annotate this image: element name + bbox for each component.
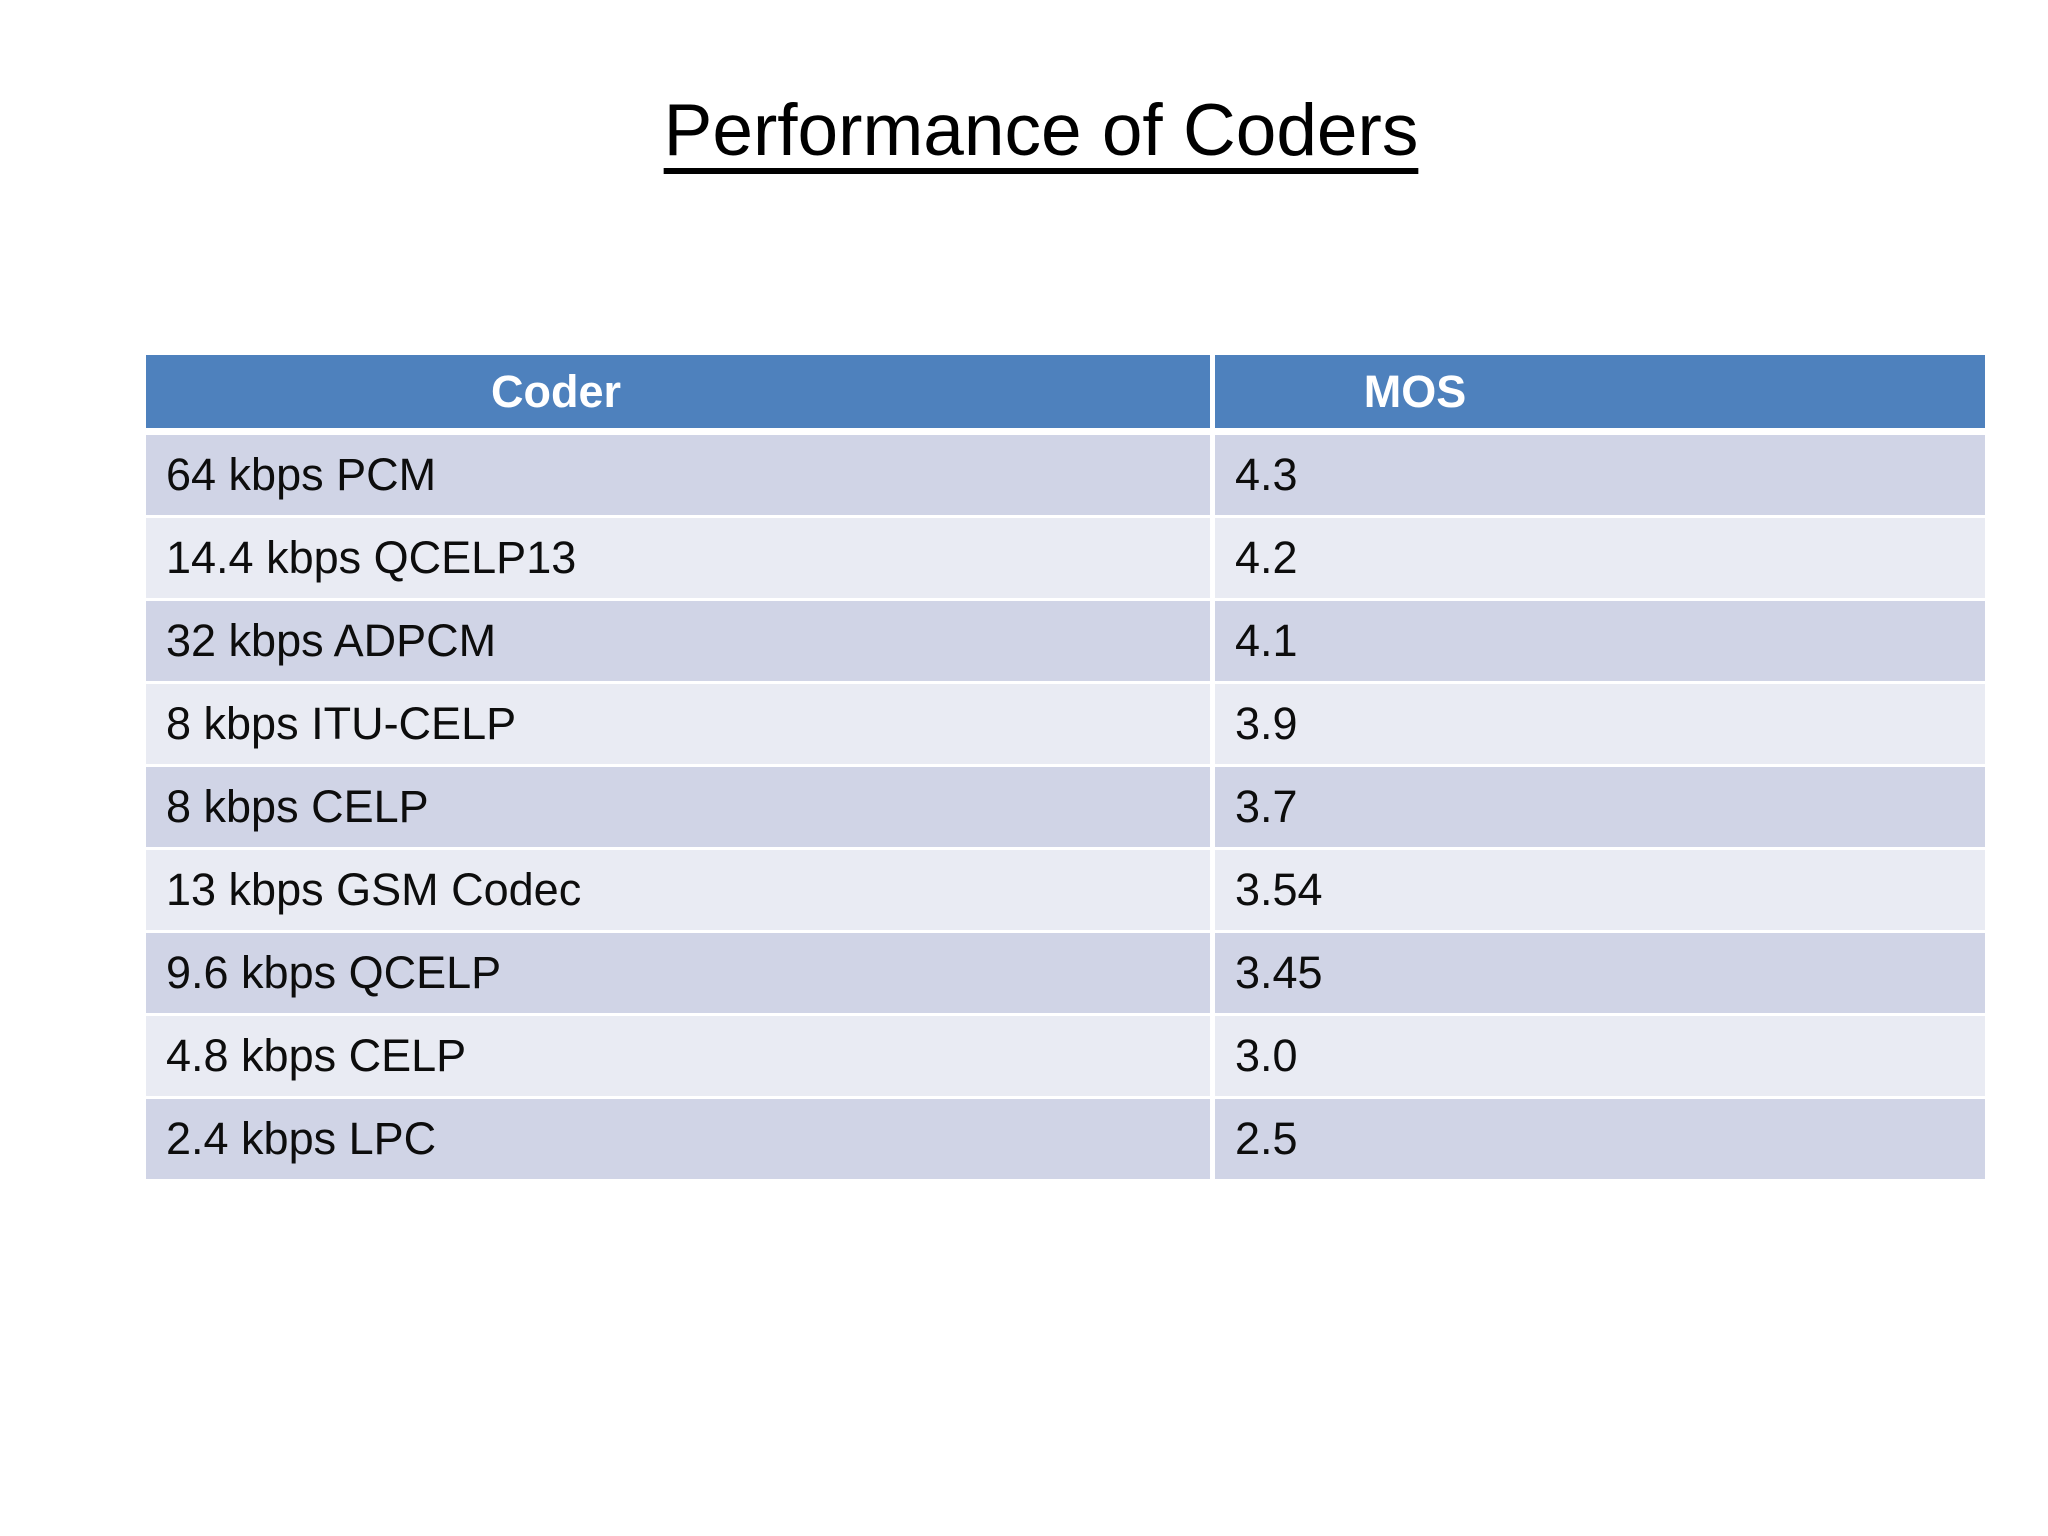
table-header-row: Coder MOS — [146, 355, 1985, 435]
table-row: 14.4 kbps QCELP13 4.2 — [146, 518, 1985, 601]
table-row: 32 kbps ADPCM 4.1 — [146, 601, 1985, 684]
mos-cell: 3.45 — [1210, 933, 1985, 1016]
mos-cell: 4.2 — [1210, 518, 1985, 601]
mos-cell: 2.5 — [1210, 1099, 1985, 1179]
mos-cell: 3.54 — [1210, 850, 1985, 933]
table-row: 8 kbps CELP 3.7 — [146, 767, 1985, 850]
coder-cell: 4.8 kbps CELP — [146, 1016, 1210, 1099]
table-row: 2.4 kbps LPC 2.5 — [146, 1099, 1985, 1179]
coder-column-header: Coder — [146, 355, 1210, 435]
mos-column-header: MOS — [1210, 355, 1985, 435]
page-title: Performance of Coders — [663, 90, 1419, 171]
coder-cell: 13 kbps GSM Codec — [146, 850, 1210, 933]
mos-cell: 3.7 — [1210, 767, 1985, 850]
mos-cell: 4.3 — [1210, 435, 1985, 518]
performance-table: Coder MOS 64 kbps PCM 4.3 14.4 kbps QCEL… — [146, 355, 1985, 1179]
coder-cell: 9.6 kbps QCELP — [146, 933, 1210, 1016]
coder-cell: 32 kbps ADPCM — [146, 601, 1210, 684]
table-row: 9.6 kbps QCELP 3.45 — [146, 933, 1985, 1016]
table-row: 4.8 kbps CELP 3.0 — [146, 1016, 1985, 1099]
table-row: 64 kbps PCM 4.3 — [146, 435, 1985, 518]
table-row: 13 kbps GSM Codec 3.54 — [146, 850, 1985, 933]
coder-cell: 2.4 kbps LPC — [146, 1099, 1210, 1179]
mos-cell: 3.9 — [1210, 684, 1985, 767]
mos-cell: 4.1 — [1210, 601, 1985, 684]
coder-cell: 14.4 kbps QCELP13 — [146, 518, 1210, 601]
table-row: 8 kbps ITU-CELP 3.9 — [146, 684, 1985, 767]
coder-cell: 8 kbps CELP — [146, 767, 1210, 850]
mos-cell: 3.0 — [1210, 1016, 1985, 1099]
coder-cell: 8 kbps ITU-CELP — [146, 684, 1210, 767]
coder-cell: 64 kbps PCM — [146, 435, 1210, 518]
